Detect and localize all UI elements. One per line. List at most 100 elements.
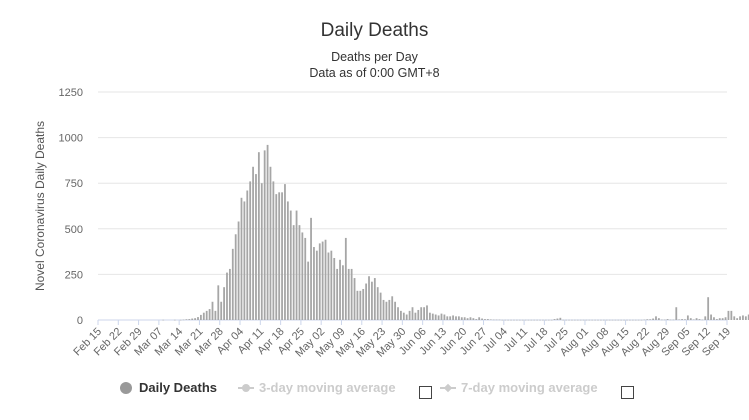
bar[interactable] [301,232,304,320]
bar[interactable] [414,312,417,320]
bar[interactable] [608,319,611,321]
bar[interactable] [469,317,472,320]
bar[interactable] [408,310,411,320]
bar[interactable] [463,317,466,320]
bar[interactable] [704,316,707,320]
bar[interactable] [652,318,654,320]
bar[interactable] [504,319,507,321]
bar[interactable] [678,319,681,320]
bar[interactable] [185,319,188,320]
bar[interactable] [452,315,454,320]
bar[interactable] [640,319,643,321]
checkbox-7-day-average[interactable] [621,386,634,399]
bar[interactable] [629,319,631,321]
bar[interactable] [440,313,443,320]
bar[interactable] [715,319,718,320]
bar[interactable] [281,192,283,320]
bar[interactable] [686,315,689,320]
bar[interactable] [211,301,214,320]
bar[interactable] [675,307,678,320]
bar[interactable] [420,307,423,320]
bar[interactable] [475,319,478,320]
bar[interactable] [626,319,628,321]
bar[interactable] [713,317,715,320]
bar[interactable] [391,296,394,320]
bar[interactable] [394,301,397,320]
bar[interactable] [220,301,223,320]
bar[interactable] [434,314,437,320]
bar[interactable] [527,319,530,321]
bar[interactable] [423,307,425,320]
bar[interactable] [455,316,457,320]
bar[interactable] [411,307,414,320]
bar[interactable] [594,319,597,321]
bar[interactable] [217,285,220,320]
bar[interactable] [472,318,475,320]
bar[interactable] [501,319,504,321]
bar[interactable] [295,210,298,320]
bar[interactable] [205,310,208,320]
bar[interactable] [200,314,202,320]
bar[interactable] [660,319,663,321]
bar[interactable] [573,319,576,321]
bar[interactable] [718,318,721,320]
bar[interactable] [173,319,176,321]
bar[interactable] [634,319,637,321]
bar[interactable] [576,319,579,321]
bar[interactable] [202,312,205,320]
bar[interactable] [666,319,669,320]
bar[interactable] [556,318,559,320]
bar[interactable] [692,319,695,320]
bar[interactable] [495,319,498,321]
bar[interactable] [330,250,333,320]
bar[interactable] [602,319,605,321]
bar[interactable] [724,317,727,320]
bar[interactable] [368,276,370,320]
bar[interactable] [327,252,330,320]
bar[interactable] [530,319,533,321]
bar[interactable] [669,319,672,321]
bar[interactable] [460,317,463,320]
bar[interactable] [507,319,510,321]
bar[interactable] [521,319,524,321]
bar[interactable] [359,290,362,320]
bar[interactable] [339,259,341,320]
bar[interactable] [721,318,724,320]
bar[interactable] [600,319,602,321]
bar[interactable] [284,184,286,320]
bar[interactable] [585,319,588,321]
bar[interactable] [518,319,521,321]
bar[interactable] [571,319,573,321]
bar[interactable] [631,319,634,321]
bar[interactable] [582,319,585,321]
bar[interactable] [315,250,318,320]
bar[interactable] [278,192,281,320]
bar[interactable] [336,268,339,320]
bar[interactable] [333,257,336,320]
bar[interactable] [544,319,547,321]
bar[interactable] [257,152,260,320]
bar[interactable] [744,316,747,320]
bar[interactable] [568,319,570,321]
bar[interactable] [342,265,344,320]
bar[interactable] [188,319,191,320]
checkbox-3-day-average[interactable] [419,386,432,399]
bar[interactable] [304,237,307,320]
bar[interactable] [747,314,749,320]
bar[interactable] [643,319,646,321]
bar[interactable] [443,314,446,320]
bar[interactable] [727,310,730,320]
bar[interactable] [710,314,712,320]
bar[interactable] [684,319,686,320]
bar[interactable] [417,309,420,320]
bar[interactable] [701,319,704,321]
bar[interactable] [292,225,295,320]
bar[interactable] [681,319,683,320]
bar[interactable] [431,313,434,320]
bar[interactable] [524,319,527,321]
bar[interactable] [428,312,431,320]
bar[interactable] [255,174,257,320]
bar[interactable] [486,319,489,320]
bar[interactable] [646,319,649,320]
bar[interactable] [466,318,469,320]
